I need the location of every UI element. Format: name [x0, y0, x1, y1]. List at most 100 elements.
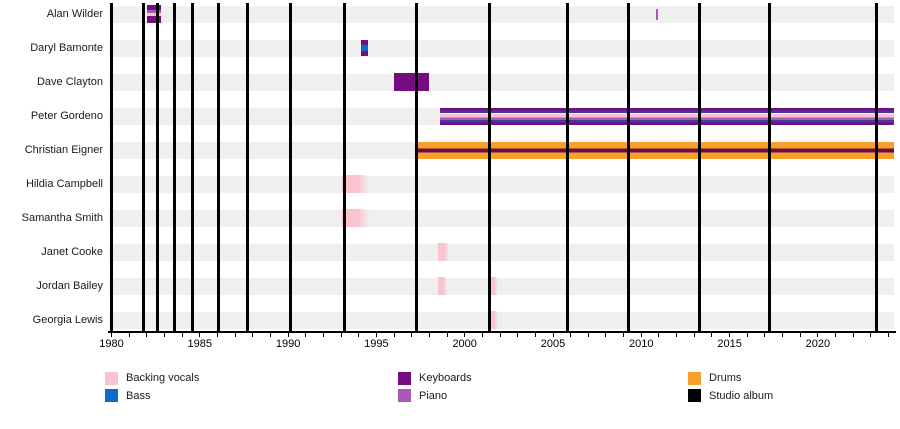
- plot-left-border: [110, 3, 113, 332]
- axis-tick: [428, 333, 430, 337]
- axis-tick: [322, 333, 324, 337]
- axis-year-label: 2010: [629, 338, 654, 350]
- axis-year-label: 2020: [805, 338, 831, 350]
- studio-album-line: [141, 3, 145, 332]
- axis-tick: [570, 333, 572, 337]
- studio-album-line: [216, 3, 220, 332]
- row-band: [109, 243, 894, 261]
- axis-tick: [199, 333, 201, 337]
- member-bar: [394, 73, 430, 91]
- axis-tick: [605, 333, 607, 337]
- axis-tick: [517, 333, 519, 337]
- axis-tick: [799, 333, 801, 337]
- studio-album-line: [874, 3, 878, 332]
- axis-tick: [358, 333, 360, 337]
- axis-tick: [852, 333, 854, 337]
- axis-tick: [340, 333, 342, 337]
- studio-album-line: [191, 3, 195, 332]
- axis-tick: [464, 333, 466, 337]
- legend-swatch-drums: [688, 371, 701, 385]
- row-label: Peter Gordeno: [30, 110, 103, 122]
- axis-tick: [287, 333, 289, 337]
- axis-year-label: 2015: [717, 338, 742, 350]
- axis-tick: [234, 333, 236, 337]
- member-bar: [438, 243, 449, 261]
- row-band: [109, 311, 894, 329]
- legend-item: Drums: [688, 371, 741, 385]
- studio-album-line: [245, 3, 249, 332]
- axis-tick: [446, 333, 448, 337]
- studio-album-line: [172, 3, 176, 332]
- axis-year-label: 1980: [99, 338, 124, 350]
- legend-swatch-keyboards: [398, 371, 411, 385]
- axis-tick: [411, 333, 413, 337]
- legend-swatch-piano: [398, 389, 411, 402]
- row-label: Alan Wilder: [46, 8, 103, 20]
- axis-tick: [252, 333, 254, 337]
- row-label: Hildia Campbell: [25, 178, 103, 190]
- legend-swatch-studio-album: [688, 389, 701, 402]
- legend-label: Keyboards: [419, 372, 472, 384]
- member-bar: [341, 175, 370, 193]
- member-bar: [488, 277, 499, 295]
- axis-tick: [640, 333, 642, 337]
- axis-tick: [216, 333, 218, 337]
- legend-item: Studio album: [688, 389, 773, 403]
- studio-album-line: [414, 3, 418, 332]
- studio-album-line: [698, 3, 702, 332]
- axis-tick: [658, 333, 660, 337]
- axis-tick: [552, 333, 554, 337]
- legend-label: Drums: [709, 372, 742, 384]
- axis-tick: [481, 333, 483, 337]
- row-label: Daryl Bamonte: [30, 42, 103, 54]
- legend-label: Backing vocals: [126, 372, 200, 384]
- axis-tick: [711, 333, 713, 337]
- axis-tick: [782, 333, 784, 337]
- axis-tick: [888, 333, 890, 337]
- axis-tick: [623, 333, 625, 337]
- member-bar: [360, 40, 368, 56]
- row-band: [109, 209, 894, 227]
- axis-tick: [693, 333, 695, 337]
- axis-tick: [676, 333, 678, 337]
- studio-album-line: [487, 3, 491, 332]
- axis-tick: [181, 333, 183, 337]
- row-band: [109, 5, 894, 23]
- studio-album-line: [565, 3, 569, 332]
- row-band: [109, 277, 894, 295]
- axis-tick: [163, 333, 165, 337]
- axis-tick: [587, 333, 589, 337]
- row-label: Dave Clayton: [36, 76, 103, 88]
- studio-album-line: [155, 3, 159, 332]
- row-band: [109, 175, 894, 193]
- studio-album-line: [343, 3, 347, 332]
- axis-tick: [870, 333, 872, 337]
- x-axis-line: [108, 331, 896, 333]
- studio-album-line: [289, 3, 293, 332]
- axis-tick: [764, 333, 766, 337]
- legend-swatch-bass: [105, 389, 118, 402]
- member-bar: [415, 141, 894, 159]
- axis-tick: [393, 333, 395, 337]
- row-label: Georgia Lewis: [32, 314, 103, 326]
- member-bar: [488, 311, 499, 329]
- member-bar: [656, 8, 659, 20]
- axis-tick: [128, 333, 130, 337]
- legend-swatch-backing-vocals: [105, 371, 118, 385]
- row-label: Janet Cooke: [41, 246, 103, 258]
- legend-item: Keyboards: [398, 371, 472, 385]
- legend-label: Bass: [126, 389, 151, 402]
- row-label: Samantha Smith: [21, 212, 103, 224]
- member-bar: [341, 209, 370, 227]
- axis-tick: [534, 333, 536, 337]
- axis-tick: [499, 333, 501, 337]
- legend-label: Piano: [419, 389, 448, 402]
- axis-tick: [375, 333, 377, 337]
- axis-tick: [729, 333, 731, 337]
- axis-year-label: 1985: [187, 338, 213, 350]
- axis-tick: [111, 333, 112, 337]
- axis-tick: [146, 333, 148, 337]
- axis-year-label: 2005: [540, 338, 566, 350]
- axis-tick: [305, 333, 307, 337]
